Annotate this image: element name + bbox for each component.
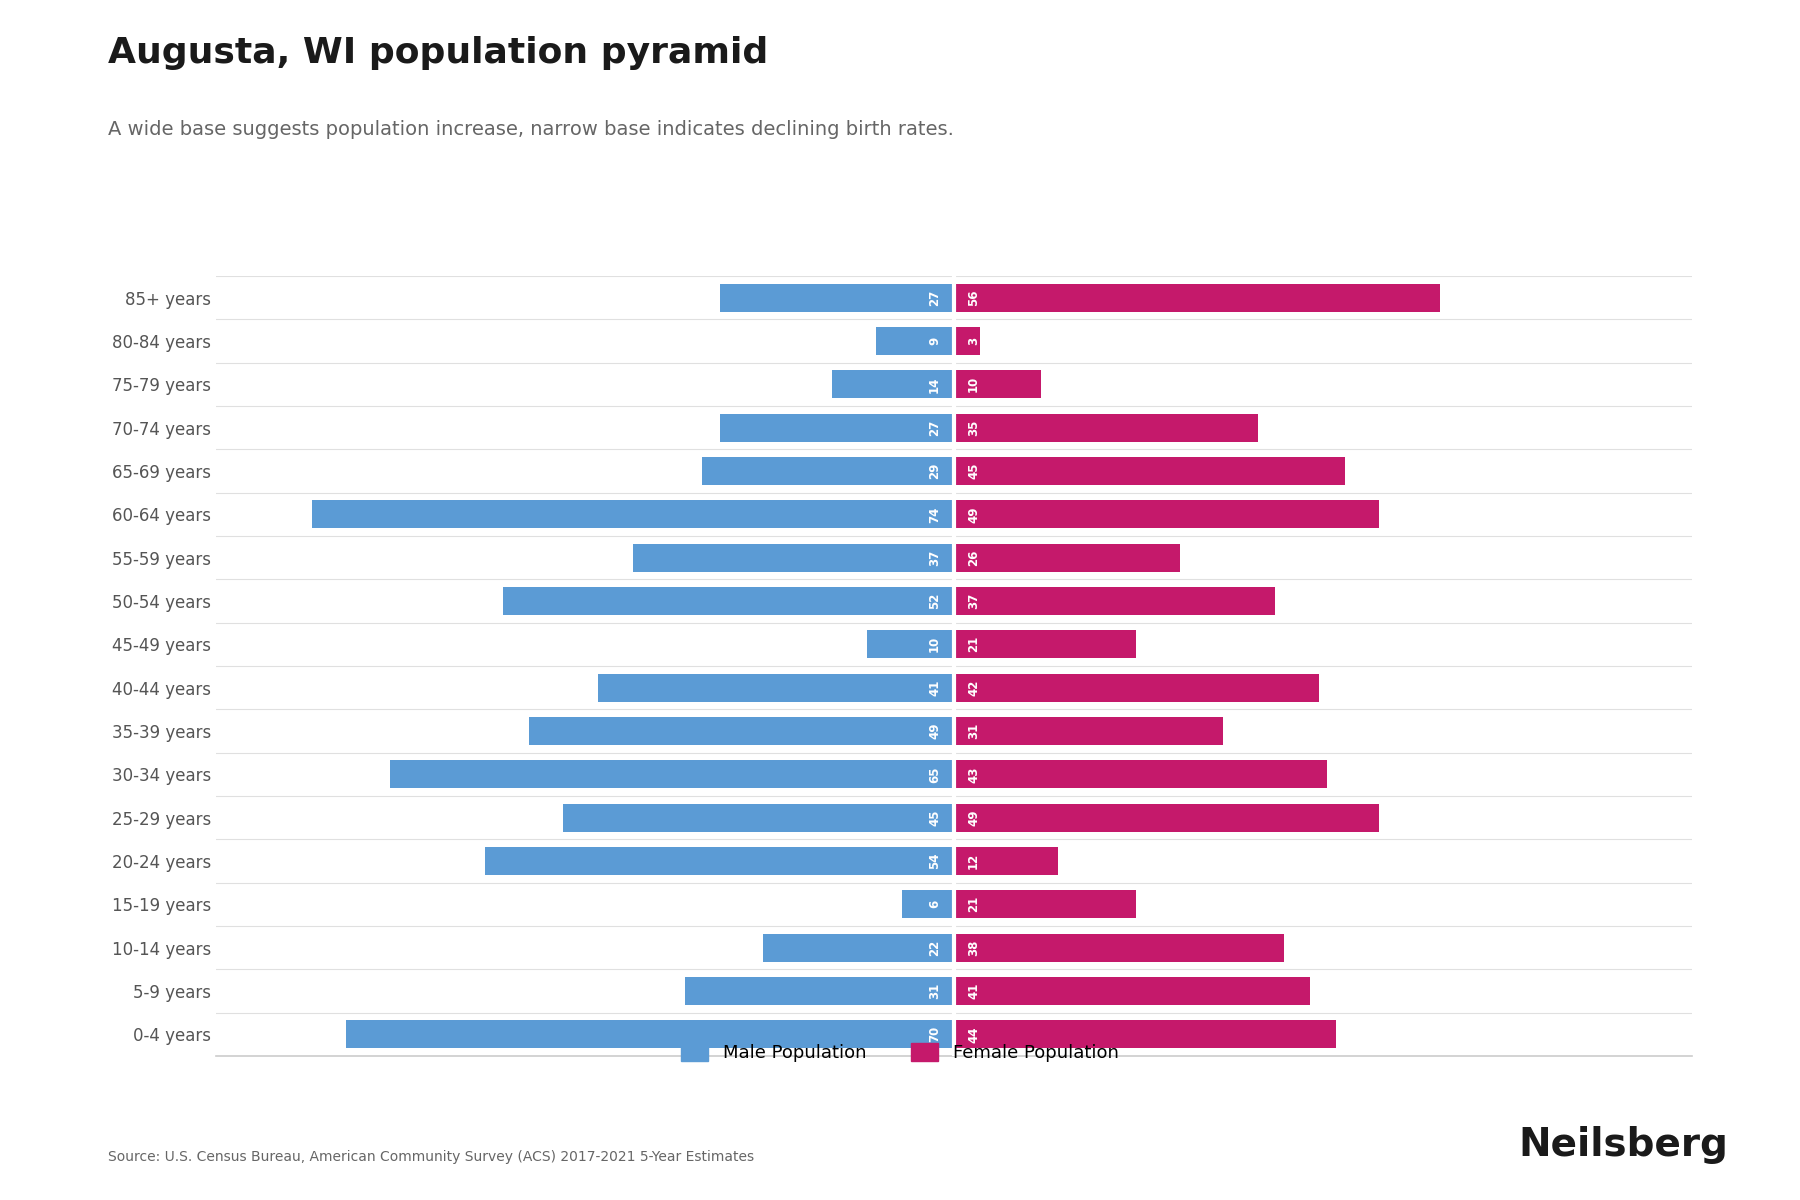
Bar — [868, 630, 954, 659]
Text: 31: 31 — [929, 983, 941, 1000]
Text: 74: 74 — [929, 506, 941, 522]
Text: 49: 49 — [967, 506, 979, 522]
Bar — [954, 761, 1327, 788]
Bar — [954, 977, 1310, 1006]
Text: 42: 42 — [967, 679, 979, 696]
Bar — [598, 673, 954, 702]
Text: 52: 52 — [929, 593, 941, 610]
Text: 3: 3 — [967, 337, 979, 346]
Bar — [684, 977, 954, 1006]
Text: 49: 49 — [967, 810, 979, 826]
Text: 10: 10 — [929, 636, 941, 653]
Bar — [954, 804, 1379, 832]
Bar — [720, 414, 954, 442]
Bar — [954, 1020, 1336, 1049]
Text: 9: 9 — [929, 337, 941, 346]
Bar — [954, 673, 1319, 702]
Bar — [954, 587, 1274, 616]
Text: 26: 26 — [967, 550, 979, 566]
Text: 6: 6 — [929, 900, 941, 908]
Bar — [502, 587, 954, 616]
Text: 43: 43 — [967, 766, 979, 782]
Text: 14: 14 — [929, 376, 941, 392]
Bar — [529, 716, 954, 745]
Bar — [954, 500, 1379, 528]
Text: A wide base suggests population increase, narrow base indicates declining birth : A wide base suggests population increase… — [108, 120, 954, 139]
Bar — [954, 630, 1136, 659]
Text: 21: 21 — [967, 636, 979, 653]
Text: 29: 29 — [929, 463, 941, 479]
Bar — [954, 934, 1283, 961]
Text: 44: 44 — [967, 1026, 979, 1043]
Text: 12: 12 — [967, 853, 979, 869]
Bar — [702, 457, 954, 485]
Text: 37: 37 — [929, 550, 941, 565]
Text: 37: 37 — [967, 593, 979, 610]
Text: 10: 10 — [967, 377, 979, 392]
Bar — [954, 890, 1136, 918]
Bar — [954, 371, 1040, 398]
Text: 35: 35 — [967, 420, 979, 436]
Text: Source: U.S. Census Bureau, American Community Survey (ACS) 2017-2021 5-Year Est: Source: U.S. Census Bureau, American Com… — [108, 1150, 754, 1164]
Text: 27: 27 — [929, 420, 941, 436]
Bar — [954, 326, 979, 355]
Text: Neilsberg: Neilsberg — [1517, 1126, 1728, 1164]
Bar — [832, 371, 954, 398]
Text: 45: 45 — [929, 810, 941, 826]
Bar — [389, 761, 954, 788]
Text: 41: 41 — [929, 679, 941, 696]
Text: 41: 41 — [967, 983, 979, 1000]
Text: 65: 65 — [929, 766, 941, 782]
Bar — [954, 283, 1440, 312]
Bar — [720, 283, 954, 312]
Text: 70: 70 — [929, 1026, 941, 1043]
Bar — [954, 847, 1058, 875]
Bar — [954, 716, 1224, 745]
Text: 27: 27 — [929, 289, 941, 306]
Bar — [763, 934, 954, 961]
Text: 21: 21 — [967, 896, 979, 912]
Bar — [954, 457, 1345, 485]
Text: 22: 22 — [929, 940, 941, 955]
Text: 54: 54 — [929, 853, 941, 869]
Text: Augusta, WI population pyramid: Augusta, WI population pyramid — [108, 36, 769, 70]
Bar — [634, 544, 954, 571]
Bar — [954, 544, 1179, 571]
Bar — [563, 804, 954, 832]
Bar — [877, 326, 954, 355]
Text: 49: 49 — [929, 722, 941, 739]
Bar — [346, 1020, 954, 1049]
Bar — [311, 500, 954, 528]
Bar — [902, 890, 954, 918]
Bar — [954, 414, 1258, 442]
Text: 38: 38 — [967, 940, 979, 956]
Legend: Male Population, Female Population: Male Population, Female Population — [671, 1033, 1129, 1070]
Text: 31: 31 — [967, 722, 979, 739]
Text: 56: 56 — [967, 289, 979, 306]
Bar — [486, 847, 954, 875]
Text: 45: 45 — [967, 463, 979, 479]
